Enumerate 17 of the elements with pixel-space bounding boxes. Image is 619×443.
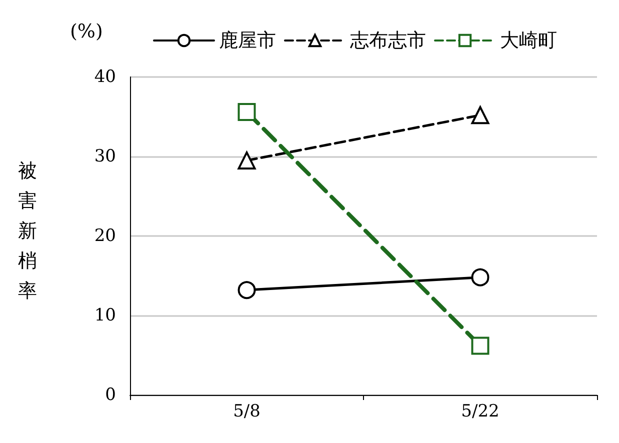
legend-label: 志布志市 [350, 30, 426, 52]
y-axis-title: 被害新梢率 [18, 160, 37, 302]
y-tick-label: 0 [105, 385, 116, 405]
x-tick-label: 5/8 [233, 402, 260, 422]
point [471, 336, 490, 355]
text: (%) [70, 20, 103, 42]
y-tick-label: 10 [94, 306, 116, 326]
y-tick-label: 20 [94, 226, 116, 246]
legend-label: 鹿屋市 [219, 30, 276, 52]
y-tick-label: 30 [94, 146, 116, 166]
y-tick-label: 40 [94, 67, 116, 87]
point [471, 106, 490, 124]
point [471, 268, 490, 286]
x-tick-label: 5/22 [461, 402, 500, 422]
legend-label: 大崎町 [500, 30, 557, 52]
point [238, 102, 256, 121]
point [238, 281, 256, 300]
